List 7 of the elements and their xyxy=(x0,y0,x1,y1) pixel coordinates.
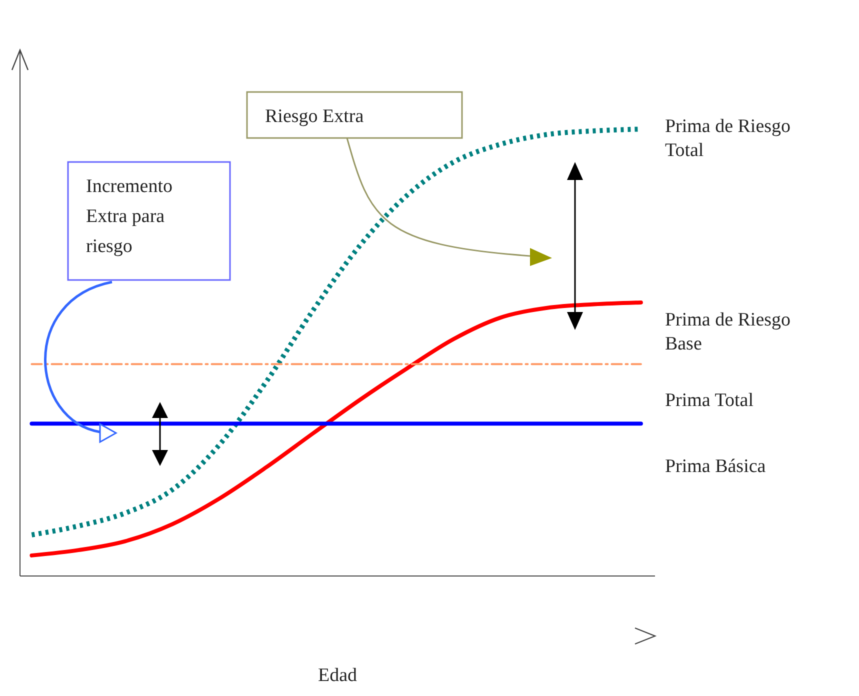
x-axis-title: Edad xyxy=(318,665,358,686)
series-label: Prima de Riesgo Total xyxy=(664,116,791,162)
series-label: Prima de Riesgo Base xyxy=(664,309,791,354)
text: Riesgo Extra xyxy=(265,106,364,127)
annotation: Incremento Extra para riesgo xyxy=(86,176,173,257)
series-label: Prima Total xyxy=(664,390,754,412)
text: Prima Básica xyxy=(664,456,766,478)
